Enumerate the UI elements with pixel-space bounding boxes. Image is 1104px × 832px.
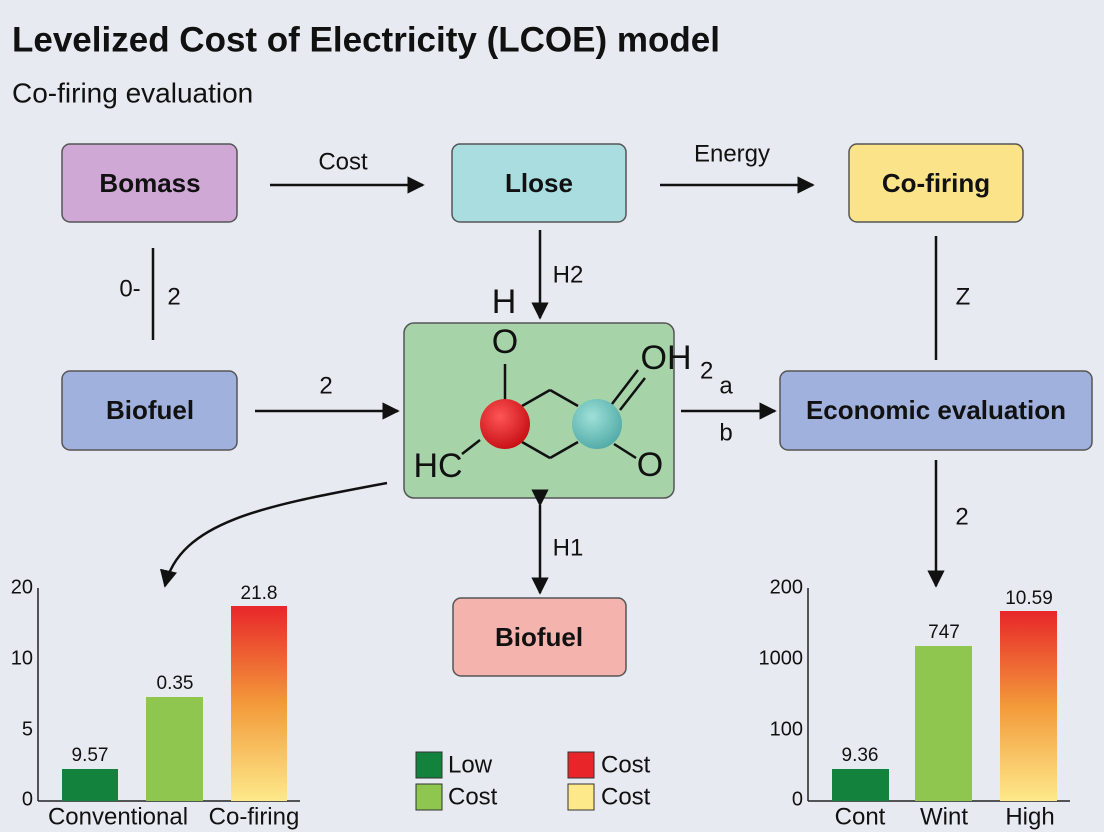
- bar-label: 9.57: [72, 745, 109, 766]
- y-tick-label: 0: [22, 788, 33, 810]
- node: [452, 597, 627, 677]
- legend-label: Cost: [448, 783, 498, 810]
- node-label: Biofuel: [106, 395, 194, 425]
- bar: [915, 646, 972, 801]
- bar-label: 10.59: [1005, 588, 1053, 609]
- node: [848, 143, 1024, 223]
- edge-label: H2: [553, 261, 584, 288]
- edge-label: a: [719, 372, 733, 399]
- legend-swatch: [415, 783, 443, 811]
- node-label: Economic evaluation: [806, 395, 1066, 425]
- bar-label: 0.35: [157, 673, 194, 694]
- bar: [1000, 611, 1057, 801]
- node-label: Bomass: [99, 168, 200, 198]
- bar-label: 21.8: [241, 583, 278, 604]
- bar: [231, 606, 287, 801]
- bar-label: 747: [928, 622, 960, 643]
- x-tick-label: Co-firing: [209, 803, 300, 830]
- node: [61, 370, 238, 451]
- bar: [62, 769, 118, 801]
- bar: [146, 697, 203, 801]
- atom-label: O: [492, 323, 518, 361]
- bar-label: 9.36: [842, 745, 879, 766]
- edge-label: 2: [319, 372, 332, 399]
- legend-swatch: [415, 751, 443, 779]
- y-tick-label: 0: [792, 788, 803, 810]
- legend-label: Low: [448, 751, 493, 778]
- y-tick-label: 10: [11, 647, 33, 669]
- y-tick-label: 200: [770, 576, 803, 598]
- edge-label: Cost: [318, 148, 368, 175]
- legend-label: Cost: [601, 751, 651, 778]
- atom-subscript: 2: [700, 357, 713, 384]
- curved-arrow: [159, 481, 388, 588]
- node-label: Co-firing: [882, 168, 990, 198]
- atom-label: H: [492, 283, 517, 321]
- edge-label: 0-: [119, 275, 140, 302]
- subtitle: Co-firing evaluation: [12, 77, 253, 108]
- y-tick-label: 5: [22, 718, 33, 740]
- atom-label: OH: [641, 339, 692, 377]
- edge-label: H1: [553, 534, 584, 561]
- legend-label: Cost: [601, 783, 651, 810]
- x-tick-label: Cont: [835, 803, 886, 830]
- node: [451, 143, 627, 223]
- title: Levelized Cost of Electricity (LCOE) mod…: [12, 20, 720, 59]
- molecule: [461, 364, 646, 460]
- node: [61, 143, 238, 223]
- y-tick-label: 100: [770, 718, 803, 740]
- x-tick-label: Wint: [920, 803, 968, 830]
- bar: [832, 769, 889, 801]
- legend-swatch: [567, 783, 595, 811]
- x-tick-label: Conventional: [48, 803, 188, 830]
- x-tick-label: High: [1005, 803, 1054, 830]
- y-tick-label: 1000: [759, 647, 804, 669]
- edge-label: Energy: [694, 140, 770, 167]
- node-label: Llose: [505, 168, 573, 198]
- y-tick-label: 20: [11, 576, 33, 598]
- atom-label: HC: [413, 447, 462, 485]
- node: [779, 370, 1093, 451]
- edge-label: Z: [956, 283, 971, 310]
- legend-swatch: [567, 751, 595, 779]
- edge-label: 2: [167, 283, 180, 310]
- atom-label: O: [637, 446, 663, 484]
- edge-label: 2: [955, 503, 968, 530]
- node-label: Biofuel: [495, 622, 583, 652]
- edge-label: b: [719, 419, 732, 446]
